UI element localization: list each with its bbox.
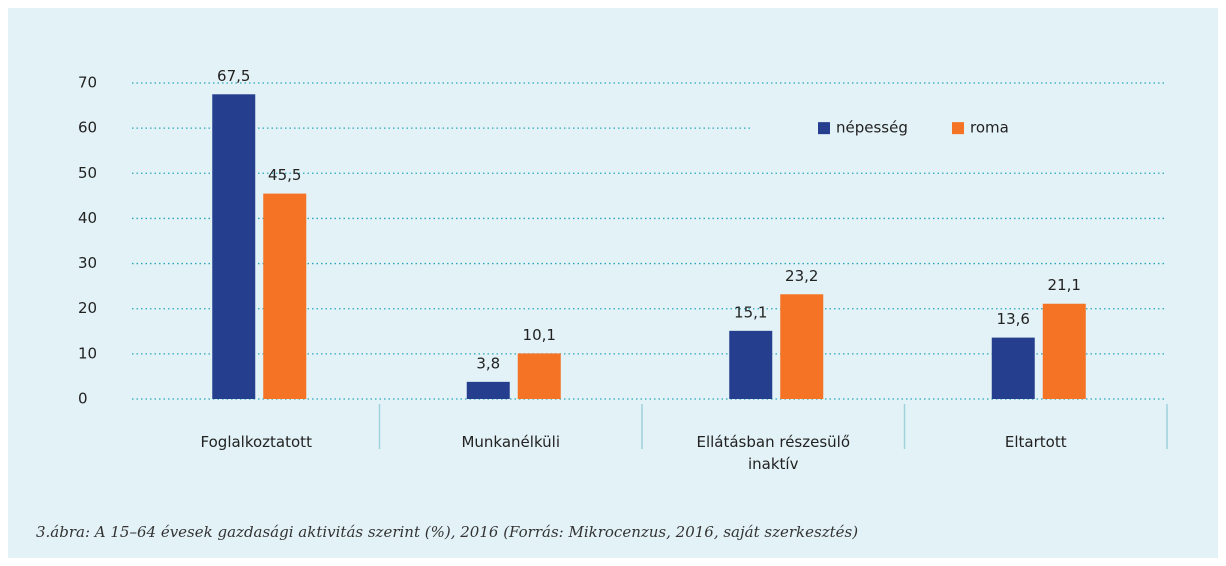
legend-label: népesség <box>836 119 908 137</box>
x-tick-label: Eltartott <box>1004 433 1067 451</box>
value-label: 21,1 <box>1048 276 1081 294</box>
y-tick-label: 20 <box>78 299 97 317</box>
legend-label: roma <box>970 119 1009 137</box>
legend-swatch <box>818 122 830 135</box>
bar <box>263 193 307 399</box>
value-label: 23,2 <box>785 267 818 285</box>
value-label: 45,5 <box>268 166 301 184</box>
bar <box>1042 303 1086 399</box>
x-tick-label: Munkanélküli <box>461 433 561 451</box>
x-tick-label: Ellátásban részesülő inaktív <box>696 433 851 473</box>
value-label: 10,1 <box>523 326 556 344</box>
y-tick-label: 40 <box>78 209 97 227</box>
y-tick-label: 0 <box>78 390 88 408</box>
panel: 0 10 20 30 40 50 60 70 népesség roma 67,5 45,5 3,8 10… <box>8 8 1218 558</box>
value-label: 67,5 <box>217 67 250 85</box>
legend-swatch <box>952 122 964 135</box>
y-tick-label: 60 <box>78 119 97 137</box>
y-tick-label: 70 <box>78 74 97 92</box>
value-label: 15,1 <box>734 303 767 321</box>
bar <box>729 330 773 399</box>
bar <box>991 337 1035 399</box>
bar <box>466 381 510 399</box>
bar <box>780 294 824 399</box>
chart: 0 10 20 30 40 50 60 70 népesség roma 67,5 45,5 3,8 10… <box>78 67 1168 449</box>
y-tick-label: 10 <box>78 344 97 362</box>
value-label: 13,6 <box>997 310 1030 328</box>
caption: 3.ábra: A 15–64 évesek gazdasági aktivit… <box>36 523 859 541</box>
bar <box>517 353 561 399</box>
bar <box>212 94 256 400</box>
value-label: 3,8 <box>476 354 500 372</box>
y-tick-label: 50 <box>78 164 97 182</box>
x-tick-label: Foglalkoztatott <box>200 433 312 451</box>
y-tick-label: 30 <box>78 254 97 272</box>
